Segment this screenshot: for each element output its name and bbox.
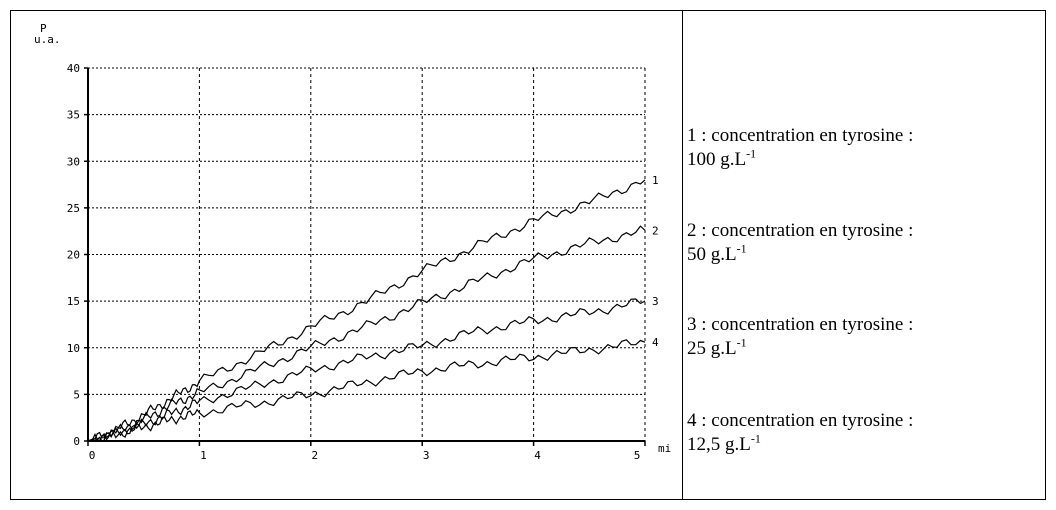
legend-item-3-exponent: -1 (736, 335, 747, 350)
x-tick-label: 3 (423, 449, 430, 462)
series-label-2: 2 (652, 224, 659, 237)
x-axis-unit: mi (658, 442, 671, 455)
legend-item-2-value: 50 g.L (687, 244, 737, 265)
x-tick-label: 0 (89, 449, 96, 462)
series-line-1 (87, 179, 646, 442)
series-label-3: 3 (652, 295, 659, 308)
series-lines (87, 179, 646, 442)
y-tick-label: 25 (67, 202, 80, 215)
legend: 1 : concentration en tyrosine : 100 g.L-… (687, 10, 1042, 500)
legend-item-3-value: 25 g.L (687, 338, 737, 359)
series-line-4 (87, 339, 646, 442)
y-tick-label: 30 (67, 155, 80, 168)
legend-item-3-text: 3 : concentration en tyrosine : (687, 314, 914, 335)
x-tick-label: 2 (311, 449, 318, 462)
legend-item-4-text: 4 : concentration en tyrosine : (687, 410, 914, 431)
y-tick-label: 10 (67, 342, 80, 355)
legend-item-2-text: 2 : concentration en tyrosine : (687, 220, 914, 241)
legend-item-4: 4 : concentration en tyrosine : 12,5 g.L… (687, 409, 913, 457)
series-line-3 (87, 298, 646, 442)
legend-item-2: 2 : concentration en tyrosine : 50 g.L-1 (687, 219, 913, 267)
x-tick-label: 5 (634, 449, 641, 462)
y-tick-label: 15 (67, 295, 80, 308)
legend-item-2-exponent: -1 (736, 241, 747, 256)
figure-frame: 0 5 10 15 20 25 30 35 40 0 1 2 3 4 5 1 2 3 4 P u.a. mi 1 :… (10, 10, 1046, 500)
series-label-1: 1 (652, 174, 659, 187)
x-tick-label: 1 (200, 449, 207, 462)
y-tick-label: 5 (73, 388, 80, 401)
legend-item-1: 1 : concentration en tyrosine : 100 g.L-… (687, 124, 913, 172)
y-tick-label: 0 (73, 435, 80, 448)
grid (88, 67, 646, 441)
legend-item-4-exponent: -1 (750, 431, 761, 446)
axes (84, 67, 646, 446)
series-line-2 (87, 225, 646, 442)
legend-item-4-value: 12,5 g.L (687, 434, 751, 455)
y-tick-label: 40 (67, 62, 80, 75)
series-label-4: 4 (652, 336, 659, 349)
table-border (10, 10, 1046, 500)
y-tick-label: 20 (67, 249, 80, 262)
table-divider (682, 10, 683, 500)
legend-item-1-value: 100 g.L (687, 149, 747, 170)
legend-item-3: 3 : concentration en tyrosine : 25 g.L-1 (687, 313, 913, 361)
y-axis-label: P (40, 22, 47, 35)
x-tick-label: 4 (534, 449, 541, 462)
y-axis-unit: u.a. (34, 33, 61, 46)
legend-item-1-text: 1 : concentration en tyrosine : (687, 125, 914, 146)
chart: 0 5 10 15 20 25 30 35 40 0 1 2 3 4 5 1 2 3 4 P u.a. mi (34, 22, 671, 462)
legend-item-1-exponent: -1 (746, 146, 757, 161)
y-tick-label: 35 (67, 109, 80, 122)
labels: 0 5 10 15 20 25 30 35 40 0 1 2 3 4 5 1 2 3 4 (67, 62, 659, 462)
